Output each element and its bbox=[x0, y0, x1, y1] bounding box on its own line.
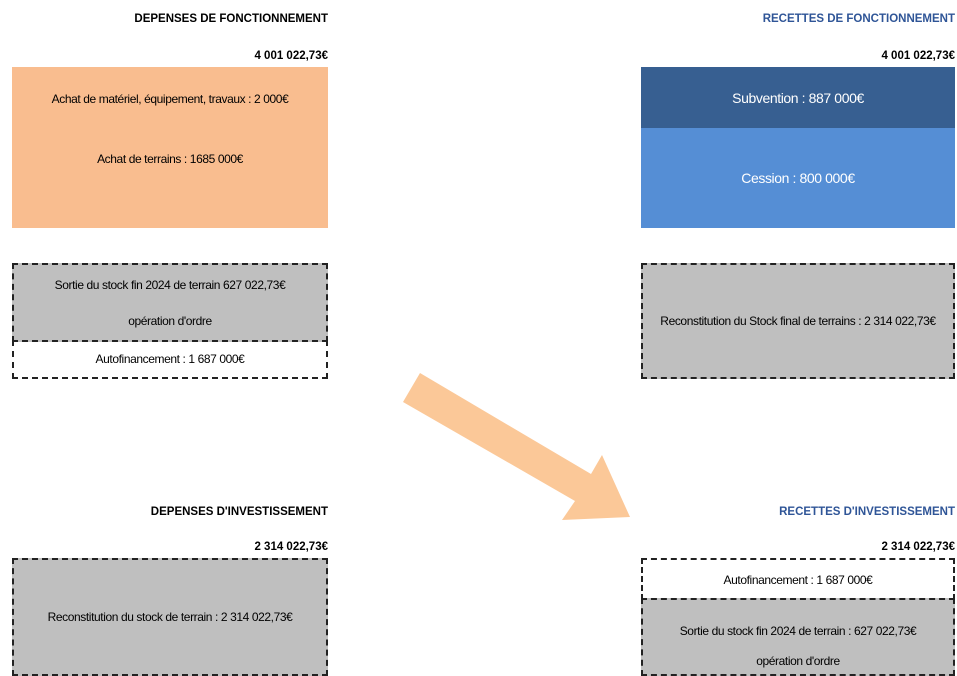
arrow bbox=[403, 373, 630, 520]
text: Subvention : 887 000€ bbox=[732, 89, 864, 106]
text: opération d'ordre bbox=[128, 313, 212, 328]
section-title: RECETTES D'INVESTISSEMENT bbox=[779, 506, 955, 518]
autofinancement-box: Autofinancement : 1 687 000€ bbox=[641, 558, 955, 600]
expense-box: Achat de matériel, équipement, travaux :… bbox=[12, 67, 328, 228]
stock-box: Reconstitution du Stock final de terrain… bbox=[641, 263, 955, 379]
subvention-box: Subvention : 887 000€ bbox=[641, 67, 955, 128]
amount: 2 314 022,73€ bbox=[254, 541, 328, 553]
section-title: DEPENSES D'INVESTISSEMENT bbox=[150, 506, 328, 518]
text: Autofinancement : 1 687 000€ bbox=[95, 351, 245, 366]
stock-box: Sortie du stock fin 2024 de terrain : 62… bbox=[641, 598, 955, 676]
section-title: DEPENSES DE FONCTIONNEMENT bbox=[134, 13, 328, 25]
text: Reconstitution du Stock final de terrain… bbox=[660, 314, 936, 328]
amount: 4 001 022,73€ bbox=[881, 50, 955, 62]
text: Achat de matériel, équipement, travaux :… bbox=[51, 92, 289, 106]
text: Sortie du stock fin 2024 de terrain 627 … bbox=[54, 277, 286, 292]
text: Sortie du stock fin 2024 de terrain : 62… bbox=[679, 624, 917, 638]
stock-box: Reconstitution du stock de terrain : 2 3… bbox=[12, 558, 328, 676]
autofinancement-box: Autofinancement : 1 687 000€ bbox=[12, 340, 328, 379]
amount: 2 314 022,73€ bbox=[881, 541, 955, 553]
cession-box: Cession : 800 000€ bbox=[641, 128, 955, 228]
text: Reconstitution du stock de terrain : 2 3… bbox=[47, 610, 293, 624]
text: Autofinancement : 1 687 000€ bbox=[723, 573, 873, 587]
section-title: RECETTES DE FONCTIONNEMENT bbox=[762, 13, 955, 25]
text: Achat de terrains : 1685 000€ bbox=[97, 152, 243, 166]
amount: 4 001 022,73€ bbox=[254, 50, 328, 62]
stock-box: Sortie du stock fin 2024 de terrain 627 … bbox=[12, 263, 328, 342]
text: opération d'ordre bbox=[756, 654, 840, 668]
text: Cession : 800 000€ bbox=[741, 170, 855, 186]
